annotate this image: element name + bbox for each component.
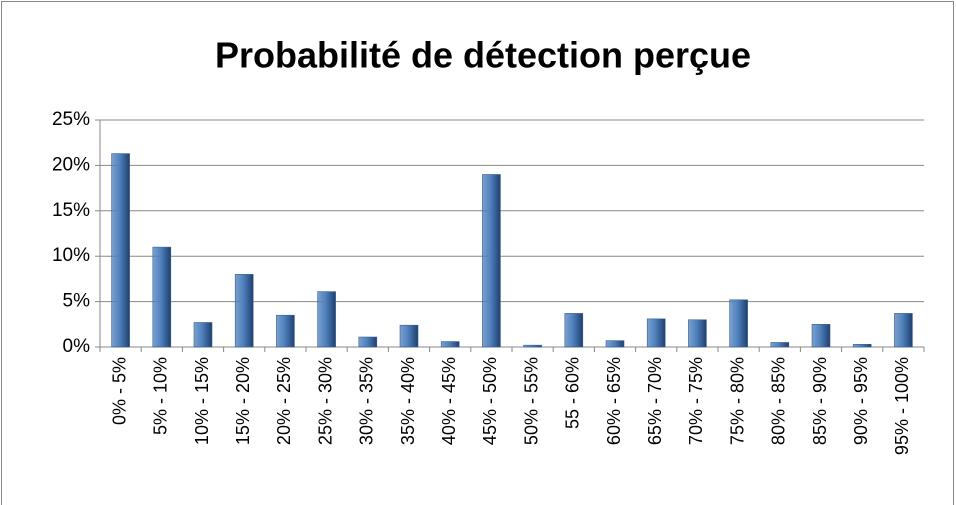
x-tick-label: 30% - 35% [357,357,377,445]
x-tick-label: 85% - 90% [810,357,830,445]
bar [770,342,790,348]
bar [811,323,831,348]
x-tick-label: 45% - 50% [480,357,500,445]
bar [729,299,748,348]
y-tick-label: 15% [52,200,90,221]
x-tick-label: 25% - 30% [315,357,335,445]
x-tick-label: 95% - 100% [892,357,912,455]
x-tick-label: 5% - 10% [151,357,171,435]
bar [852,343,872,348]
y-tick-label: 10% [52,245,90,266]
x-tick-label: 80% - 85% [769,357,789,445]
x-tick-label: 10% - 15% [192,357,212,445]
x-tick-label: 60% - 65% [604,357,624,445]
bar [399,324,419,348]
bar [894,313,913,348]
bar [523,344,542,348]
bar [111,153,130,348]
x-tick-label: 70% - 75% [686,357,706,445]
bar [234,274,254,348]
y-tick-label: 25% [52,109,90,130]
bar [276,314,295,348]
bar [440,341,460,348]
bar [605,340,625,348]
bar [317,291,336,348]
bar [646,318,666,348]
bar [482,174,501,348]
y-tick-label: 20% [52,154,90,175]
x-tick-label: 0% - 5% [109,357,129,425]
x-tick-label: 65% - 70% [645,357,665,445]
x-tick-label: 40% - 45% [439,357,459,445]
x-tick-label: 15% - 20% [233,357,253,445]
x-tick-label: 75% - 80% [727,357,747,445]
x-tick-label: 50% - 55% [521,357,541,445]
bar [358,336,378,348]
y-tick-label: 5% [63,291,91,312]
x-tick-label: 35% - 40% [398,357,418,445]
bar [688,319,707,348]
chart-title: Probabilité de détection perçue [215,35,751,76]
bar [152,246,172,348]
bar [193,322,213,348]
x-tick-label: 55 - 60% [563,357,583,429]
x-tick-label: 20% - 25% [274,357,294,445]
bar [564,313,584,348]
x-tick-label: 90% - 95% [851,357,871,445]
y-tick-label: 0% [63,336,91,357]
